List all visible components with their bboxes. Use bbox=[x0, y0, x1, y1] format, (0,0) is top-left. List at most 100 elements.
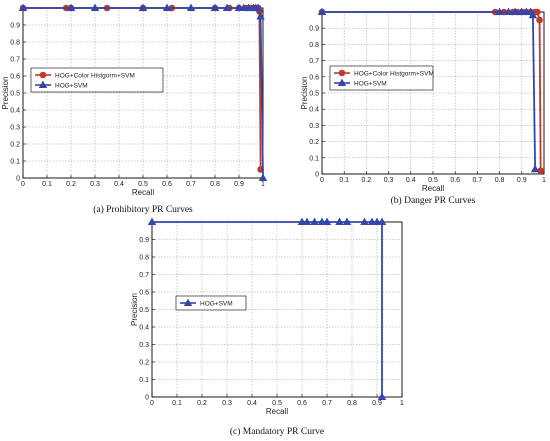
data-point bbox=[322, 217, 332, 226]
data-point bbox=[367, 217, 377, 226]
data-point bbox=[377, 392, 387, 401]
x-tick-label: 0.7 bbox=[322, 400, 332, 407]
x-tick-label: 0.2 bbox=[362, 177, 372, 184]
x-tick-label: 0.3 bbox=[222, 400, 232, 407]
x-tick-label: 0 bbox=[320, 177, 324, 184]
legend-marker bbox=[39, 71, 47, 79]
x-tick-label: 0 bbox=[21, 181, 25, 188]
y-tick-label: 0.7 bbox=[139, 272, 149, 279]
y-tick-label: 0.6 bbox=[309, 74, 319, 81]
y-tick-label: 0.9 bbox=[10, 23, 20, 30]
x-tick-label: 0.9 bbox=[234, 181, 244, 188]
x-tick-label: 0.7 bbox=[186, 181, 196, 188]
data-point bbox=[530, 164, 540, 173]
x-tick-label: 0.5 bbox=[428, 177, 438, 184]
x-tick-label: 0.5 bbox=[272, 400, 282, 407]
data-point bbox=[162, 3, 172, 12]
y-tick-label: 0.1 bbox=[10, 159, 20, 166]
y-tick-label: 0.8 bbox=[139, 255, 149, 262]
legend-box bbox=[175, 295, 247, 311]
data-point bbox=[186, 3, 196, 12]
x-tick-label: 0.3 bbox=[90, 181, 100, 188]
chart-caption: (b) Danger PR Curves bbox=[391, 195, 476, 206]
data-point bbox=[90, 3, 100, 12]
y-tick-label: 0.5 bbox=[309, 91, 319, 98]
data-point bbox=[537, 167, 544, 175]
y-tick-label: 0.3 bbox=[10, 125, 20, 132]
y-axis-label: Precision bbox=[130, 293, 139, 326]
data-point bbox=[297, 217, 307, 226]
x-tick-label: 0.8 bbox=[495, 177, 505, 184]
data-point bbox=[372, 217, 382, 226]
y-tick-label: 0.1 bbox=[139, 377, 149, 384]
x-tick-label: 0.6 bbox=[162, 181, 172, 188]
y-tick-label: 0.4 bbox=[10, 108, 20, 115]
y-tick-label: 0.6 bbox=[10, 74, 20, 81]
x-axis-label: Recall bbox=[266, 407, 288, 416]
legend-label: HOG+Color Histgorm+SVM bbox=[55, 73, 135, 80]
legend-label: HOG+SVM bbox=[200, 301, 233, 308]
legend-marker bbox=[183, 298, 193, 307]
legend-box bbox=[30, 67, 164, 93]
data-point bbox=[510, 7, 520, 16]
y-tick-label: 0.9 bbox=[139, 237, 149, 244]
x-tick-label: 0.8 bbox=[210, 181, 220, 188]
x-tick-label: 1 bbox=[261, 181, 265, 188]
data-point bbox=[534, 8, 541, 16]
legend-box bbox=[329, 65, 434, 91]
x-tick-label: 0.1 bbox=[339, 177, 349, 184]
y-tick-label: 0.2 bbox=[139, 360, 149, 367]
x-tick-label: 0.2 bbox=[66, 181, 76, 188]
data-point bbox=[360, 217, 369, 226]
y-axis-label: Precision bbox=[1, 77, 10, 110]
x-axis-label: Recall bbox=[422, 184, 444, 193]
y-tick-label: 0.4 bbox=[309, 107, 319, 114]
legend-marker bbox=[38, 80, 48, 89]
legend-label: HOG+SVM bbox=[354, 81, 387, 88]
y-tick-label: 0.5 bbox=[139, 307, 149, 314]
legend-marker bbox=[337, 78, 347, 87]
data-point bbox=[310, 217, 319, 226]
x-tick-label: 0.4 bbox=[114, 181, 124, 188]
x-tick-label: 1 bbox=[400, 400, 404, 407]
y-tick-label: 0.9 bbox=[309, 26, 319, 33]
y-tick-label: 0.6 bbox=[139, 290, 149, 297]
data-point bbox=[256, 12, 265, 20]
data-point bbox=[317, 217, 327, 226]
y-tick-label: 0.2 bbox=[309, 139, 319, 146]
data-point bbox=[504, 7, 513, 16]
y-tick-label: 0.5 bbox=[10, 91, 20, 98]
chart-caption: (a) Prohibitory PR Curves bbox=[93, 204, 193, 215]
x-tick-label: 0.9 bbox=[372, 400, 382, 407]
x-axis-label: Recall bbox=[132, 188, 154, 197]
x-tick-label: 0 bbox=[150, 400, 154, 407]
y-tick-label: 0.3 bbox=[139, 342, 149, 349]
legend-label: HOG+SVM bbox=[55, 83, 88, 90]
y-axis-label: Precision bbox=[300, 77, 309, 110]
data-point bbox=[495, 7, 504, 16]
data-point bbox=[258, 173, 268, 182]
y-tick-label: 0.4 bbox=[139, 325, 149, 332]
chart-caption: (c) Mandatory PR Curve bbox=[230, 426, 324, 437]
x-tick-label: 0.9 bbox=[517, 177, 527, 184]
x-tick-label: 0.3 bbox=[384, 177, 394, 184]
x-tick-label: 0.4 bbox=[247, 400, 257, 407]
x-tick-label: 0.8 bbox=[347, 400, 357, 407]
data-point bbox=[528, 10, 538, 19]
y-tick-label: 0.7 bbox=[309, 58, 319, 65]
y-tick-label: 0.1 bbox=[309, 155, 319, 162]
x-tick-label: 0.7 bbox=[473, 177, 483, 184]
legend-label: HOG+Color Histgorm+SVM bbox=[354, 71, 434, 78]
chart-b: 0 0.1 0.2 0.3 0.4 0.5 0.6 0.7 0.8 0.9 1 0 0.1 0.2 0.3 0… bbox=[300, 7, 546, 206]
x-tick-label: 0.6 bbox=[297, 400, 307, 407]
y-tick-label: 0.8 bbox=[309, 42, 319, 49]
chart-c: 0 0.1 0.2 0.3 0.4 0.5 0.6 0.7 0.8 0.9 1 0 0.1 0.2 0.3 0… bbox=[130, 217, 404, 437]
legend-marker bbox=[338, 69, 346, 77]
y-tick-label: 0.3 bbox=[309, 123, 319, 130]
x-tick-label: 0.1 bbox=[42, 181, 52, 188]
data-point bbox=[302, 217, 312, 226]
y-tick-label: 0.2 bbox=[10, 142, 20, 149]
x-tick-label: 0.2 bbox=[197, 400, 207, 407]
data-point bbox=[253, 3, 263, 12]
data-point bbox=[66, 3, 76, 12]
